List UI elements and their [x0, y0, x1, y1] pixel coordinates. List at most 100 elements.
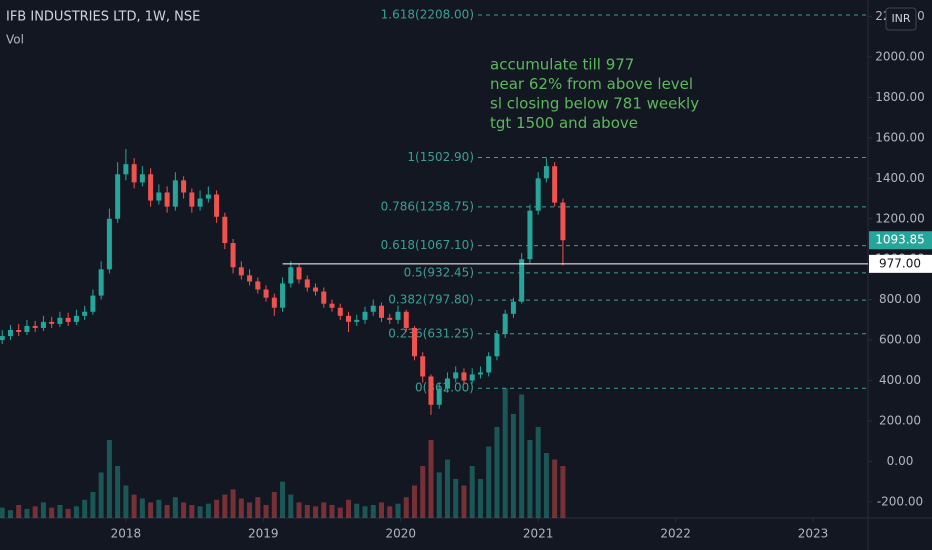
- candle-body: [436, 388, 442, 405]
- candle-body: [370, 305, 376, 312]
- annotation-line: accumulate till 977: [490, 56, 634, 74]
- volume-bar: [222, 494, 228, 518]
- fib-label: 0.5(932.45): [404, 265, 474, 279]
- volume-bar: [181, 502, 187, 518]
- candle-body: [346, 315, 352, 322]
- candle-body: [271, 297, 277, 308]
- volume-bar: [494, 427, 500, 518]
- candle-body: [197, 198, 203, 207]
- volume-bar: [296, 502, 302, 518]
- candle-body: [106, 218, 112, 270]
- volume-bar: [131, 494, 137, 518]
- volume-bar: [436, 472, 442, 518]
- candle-body: [16, 329, 22, 332]
- chart-title: IFB INDUSTRIES LTD, 1W, NSE: [6, 10, 200, 25]
- volume-bar: [98, 472, 104, 518]
- volume-bar: [420, 466, 426, 518]
- volume-bar: [32, 506, 38, 518]
- candle-body: [395, 311, 401, 320]
- volume-bar: [469, 466, 475, 518]
- volume-bar: [370, 505, 376, 518]
- volume-bar: [477, 479, 483, 518]
- candle-body: [205, 194, 211, 199]
- y-tick-label: 1800.00: [875, 90, 925, 104]
- volume-bar: [395, 503, 401, 518]
- candle-body: [329, 303, 335, 308]
- y-tick-label: -200.00: [877, 494, 923, 508]
- volume-bar: [164, 505, 170, 518]
- x-tick-label: 2022: [660, 527, 691, 541]
- candle-body: [0, 336, 5, 341]
- volume-bar: [238, 498, 244, 518]
- volume-bar: [535, 427, 541, 518]
- candle-body: [98, 269, 104, 296]
- candle-body: [428, 376, 434, 405]
- volume-bar: [90, 492, 96, 518]
- volume-bar: [271, 492, 277, 518]
- y-tick-label: 400.00: [879, 373, 921, 387]
- candle-body: [510, 301, 516, 314]
- candle-body: [321, 291, 327, 304]
- candle-body: [115, 174, 121, 219]
- candle-body: [296, 267, 302, 280]
- volume-bar: [321, 502, 327, 518]
- candle-body: [362, 311, 368, 320]
- fib-label: 0(362.00): [415, 381, 474, 395]
- x-tick-label: 2021: [523, 527, 554, 541]
- y-tick-label: 800.00: [879, 292, 921, 306]
- last-price-label: 1093.85: [875, 233, 925, 247]
- candle-body: [453, 372, 459, 379]
- candle-body: [535, 178, 541, 211]
- candle-body: [379, 305, 385, 318]
- volume-bar: [337, 507, 343, 518]
- volume-bar: [453, 479, 459, 518]
- fib-label: 0.786(1258.75): [381, 199, 474, 213]
- volume-bar: [255, 497, 261, 518]
- candle-body: [337, 307, 343, 316]
- candle-body: [263, 289, 269, 298]
- volume-bar: [214, 499, 220, 518]
- volume-bar: [205, 503, 211, 518]
- volume-bar: [7, 510, 13, 518]
- candle-body: [164, 192, 170, 207]
- last-price-badge: [869, 231, 932, 250]
- volume-bar: [560, 466, 566, 518]
- candle-body: [148, 174, 154, 201]
- volume-bar: [230, 489, 236, 518]
- volume-bar: [519, 394, 525, 518]
- candle-body: [280, 283, 286, 308]
- volume-bar: [510, 414, 516, 518]
- volume-bar: [329, 505, 335, 518]
- candle-body: [288, 267, 294, 284]
- volume-bar: [65, 508, 71, 518]
- currency-label: INR: [891, 12, 910, 25]
- volume-bar: [362, 506, 368, 518]
- volume-bar: [172, 497, 178, 518]
- volume-bar: [247, 502, 253, 518]
- candle-body: [123, 164, 129, 175]
- y-tick-label: 1400.00: [875, 171, 925, 185]
- candle-body: [354, 319, 360, 322]
- fib-label: 1.618(2208.00): [381, 7, 474, 21]
- volume-bar: [16, 505, 22, 518]
- candle-body: [214, 194, 220, 217]
- candle-body: [494, 334, 500, 357]
- horizontal-line-badge: [869, 254, 932, 273]
- candle-body: [486, 356, 492, 373]
- candle-body: [139, 174, 145, 183]
- volume-bar: [82, 499, 88, 518]
- candle-body: [247, 275, 253, 282]
- x-tick-label: 2023: [798, 527, 829, 541]
- candle-body: [527, 210, 533, 260]
- volume-bar: [552, 459, 558, 518]
- annotation-line: tgt 1500 and above: [490, 114, 638, 132]
- volume-bar: [403, 497, 409, 518]
- x-tick-label: 2019: [248, 527, 279, 541]
- candle-body: [420, 356, 426, 377]
- candle-body: [238, 267, 244, 276]
- volume-bar: [73, 506, 79, 518]
- volume-bar: [411, 485, 417, 518]
- candle-body: [181, 180, 187, 193]
- candle-body: [7, 329, 13, 337]
